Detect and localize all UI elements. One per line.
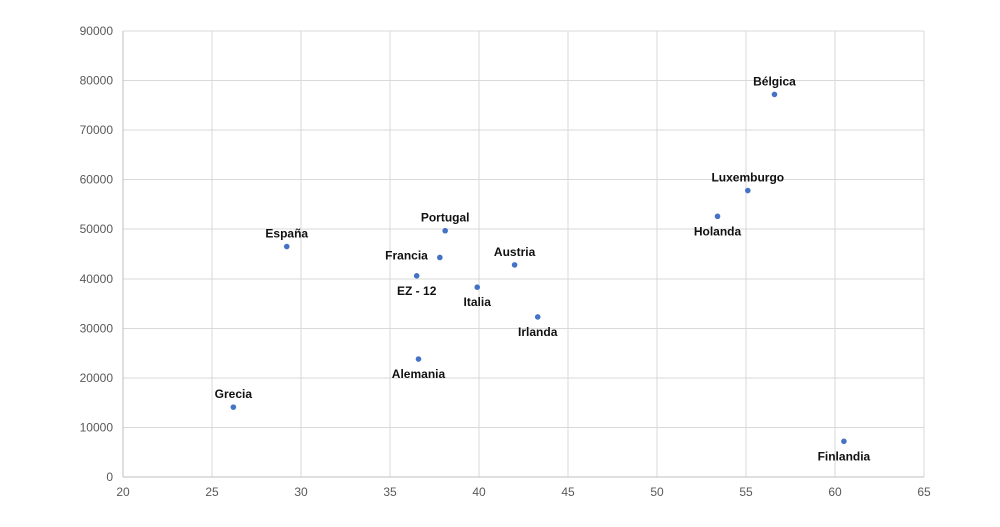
y-tick-label: 60000 (80, 173, 114, 187)
y-tick-label: 30000 (80, 321, 114, 335)
x-tick-label: 20 (116, 485, 130, 499)
data-point (413, 273, 420, 279)
data-point (283, 243, 290, 250)
points-layer (230, 91, 847, 445)
data-point (771, 91, 778, 98)
data-label: Irlanda (518, 325, 558, 339)
data-label: Bélgica (753, 74, 796, 88)
x-tick-label: 25 (205, 485, 219, 499)
data-point (474, 284, 481, 291)
x-tick-label: 60 (828, 485, 842, 499)
x-tick-label: 30 (294, 485, 308, 499)
data-point (437, 254, 443, 261)
y-tick-label: 70000 (80, 123, 114, 137)
data-point (714, 213, 721, 220)
data-point (442, 227, 448, 234)
y-tick-label: 50000 (80, 222, 114, 236)
data-label: Luxemburgo (711, 171, 784, 185)
x-tick-label: 45 (561, 485, 575, 499)
data-label: Grecia (215, 387, 253, 401)
data-label: Francia (385, 248, 428, 262)
y-tick-label: 40000 (80, 272, 114, 286)
y-tick-label: 20000 (80, 371, 114, 385)
data-point (534, 314, 541, 320)
y-tick-label: 90000 (80, 24, 114, 38)
data-label: Austria (494, 245, 536, 259)
axis-layer: 0 10000 20000 30000 40000 50000 60000 70000 8000… (80, 24, 931, 499)
data-point (415, 356, 422, 362)
data-label: Portugal (421, 211, 470, 225)
data-point (230, 404, 237, 410)
data-label: Holanda (694, 224, 742, 238)
data-point (511, 262, 518, 268)
data-label: Finlandia (818, 449, 871, 463)
y-tick-label: 0 (106, 470, 113, 484)
labels-layer: Bélgica Luxemburgo Holanda España Portugal Fr… (215, 74, 871, 463)
x-tick-label: 55 (739, 485, 753, 499)
data-label: Alemania (392, 367, 446, 381)
x-tick-label: 35 (383, 485, 397, 499)
data-point (744, 187, 751, 194)
x-tick-label: 65 (917, 485, 931, 499)
grid-layer (123, 30, 925, 477)
data-label: España (265, 227, 308, 241)
x-tick-label: 40 (472, 485, 486, 499)
y-tick-label: 80000 (80, 74, 114, 88)
data-label: Italia (464, 295, 492, 309)
y-tick-label: 10000 (80, 420, 114, 434)
data-point (841, 438, 847, 445)
data-label: EZ - 12 (397, 284, 437, 298)
x-tick-label: 50 (650, 485, 664, 499)
